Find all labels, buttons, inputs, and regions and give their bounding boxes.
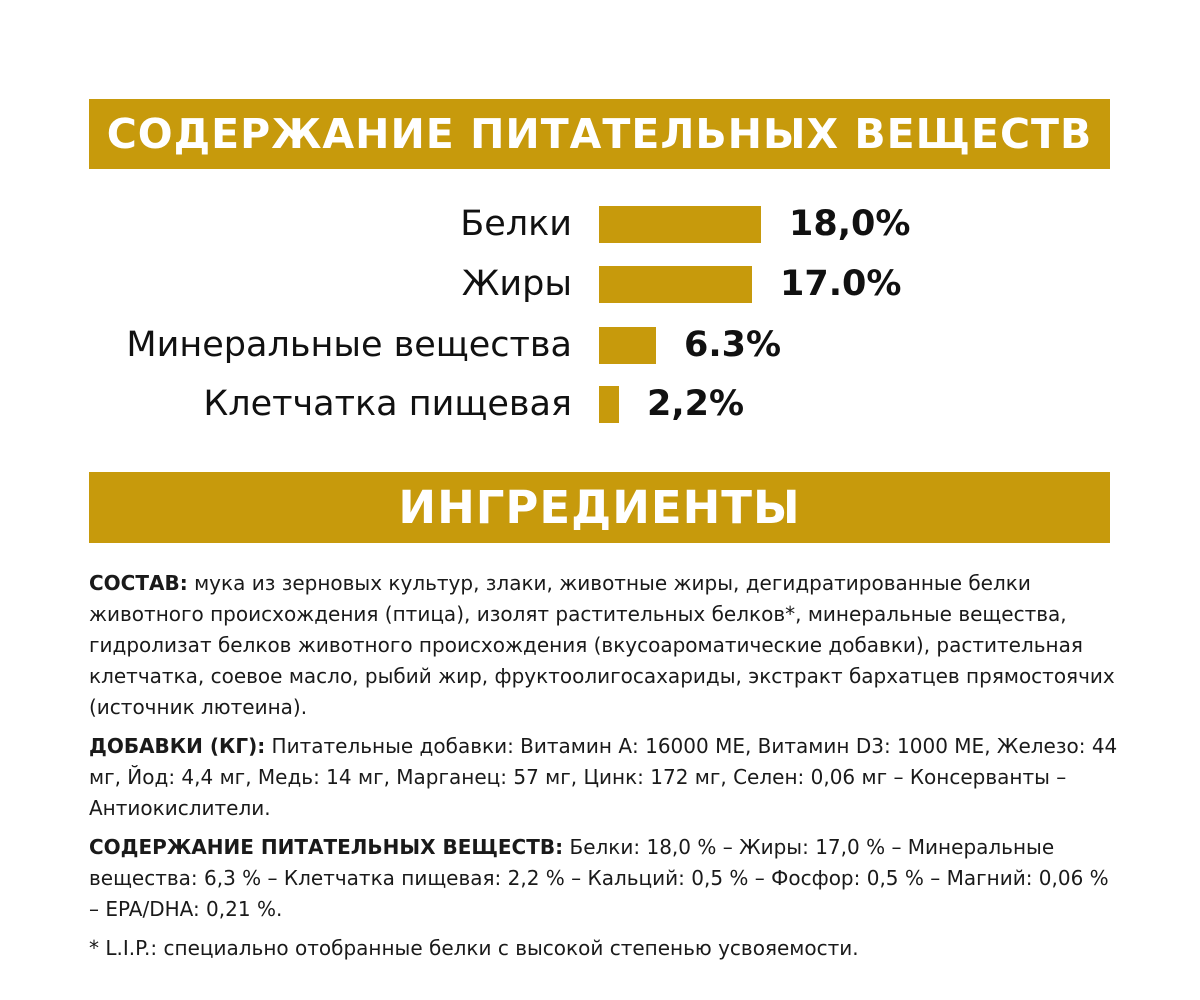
composition-text: мука из зерновых культур, злаки, животны…: [89, 571, 1115, 719]
nutrients-label: СОДЕРЖАНИЕ ПИТАТЕЛЬНЫХ ВЕЩЕСТВ:: [89, 835, 564, 859]
additives-paragraph: ДОБАВКИ (КГ): Питательные добавки: Витам…: [89, 731, 1119, 824]
nutrients-section-title: СОДЕРЖАНИЕ ПИТАТЕЛЬНЫХ ВЕЩЕСТВ: [89, 99, 1110, 169]
bar: [599, 327, 656, 364]
bar-category-label: Жиры: [461, 264, 572, 304]
composition-label: СОСТАВ:: [89, 571, 188, 595]
ingredients-text-block: СОСТАВ: мука из зерновых культур, злаки,…: [89, 568, 1119, 972]
bar-category-label: Минеральные вещества: [126, 325, 572, 365]
footnote: * L.I.P.: специально отобранные белки с …: [89, 936, 859, 960]
bar: [599, 266, 752, 303]
bar-category-label: Белки: [460, 204, 572, 244]
bar-category-label: Клетчатка пищевая: [203, 384, 572, 424]
nutrients-text: Белки: 18,0 % – Жиры: 17,0 % – Минеральн…: [89, 835, 1109, 921]
nutrients-bar-chart: Белки 18,0% Жиры 17.0% Минеральные вещества 6…: [0, 0, 1200, 460]
additives-text: Питательные добавки: Витамин А: 16000 МЕ…: [89, 734, 1118, 820]
bar: [599, 206, 761, 243]
bar: [599, 386, 619, 423]
bar-value-label: 6.3%: [684, 325, 782, 365]
additives-label: ДОБАВКИ (КГ):: [89, 734, 266, 758]
nutrients-paragraph: СОДЕРЖАНИЕ ПИТАТЕЛЬНЫХ ВЕЩЕСТВ: Белки: 1…: [89, 832, 1119, 925]
bar-value-label: 18,0%: [789, 204, 911, 244]
ingredients-section-title: ИНГРЕДИЕНТЫ: [89, 472, 1110, 543]
bar-value-label: 17.0%: [780, 264, 902, 304]
composition-paragraph: СОСТАВ: мука из зерновых культур, злаки,…: [89, 568, 1119, 723]
bar-value-label: 2,2%: [647, 384, 745, 424]
